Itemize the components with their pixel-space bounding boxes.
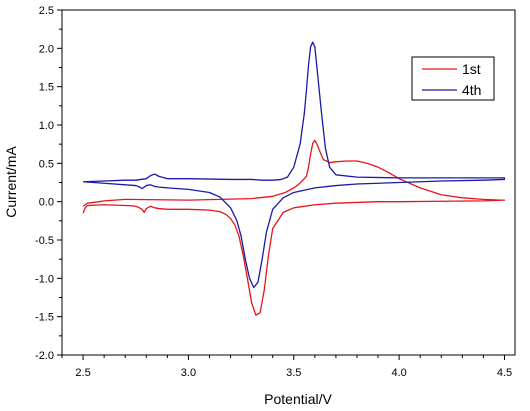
series-line-4th [83, 41, 506, 289]
legend-label-4th: 4th [462, 82, 481, 98]
y-tick-label: 0.0 [39, 197, 54, 209]
y-tick-label: -2.0 [35, 350, 54, 362]
y-tick-label: 2.5 [39, 5, 54, 17]
y-tick-label: 0.5 [39, 158, 54, 170]
x-axis-title: Potential/V [264, 391, 332, 407]
legend-box [411, 56, 495, 101]
x-tick-label: 4.0 [391, 367, 406, 379]
legend: 1st 4th [411, 56, 495, 101]
major-ticks [57, 9, 505, 360]
series-lines [82, 41, 506, 316]
y-tick-label: 1.5 [39, 82, 54, 94]
y-tick-label: -1.0 [35, 273, 54, 285]
y-tick-label: 1.0 [39, 120, 54, 132]
y-axis-title: Current/mA [3, 146, 19, 218]
y-tick-labels: -2.0 -1.5 -1.0 -0.5 0.0 0.5 1.0 1.5 2.0 2.5 [35, 5, 54, 362]
x-tick-label: 4.5 [497, 367, 512, 379]
legend-label-1st: 1st [462, 61, 481, 77]
x-tick-label: 2.5 [75, 367, 90, 379]
y-tick-label: -0.5 [35, 235, 54, 247]
y-tick-label: -1.5 [35, 312, 54, 324]
series-line-1st [82, 139, 506, 316]
y-tick-label: 2.0 [39, 43, 54, 55]
x-tick-label: 3.5 [286, 367, 301, 379]
x-tick-label: 3.0 [181, 367, 196, 379]
x-tick-labels: 2.5 3.0 3.5 4.0 4.5 [75, 367, 512, 379]
